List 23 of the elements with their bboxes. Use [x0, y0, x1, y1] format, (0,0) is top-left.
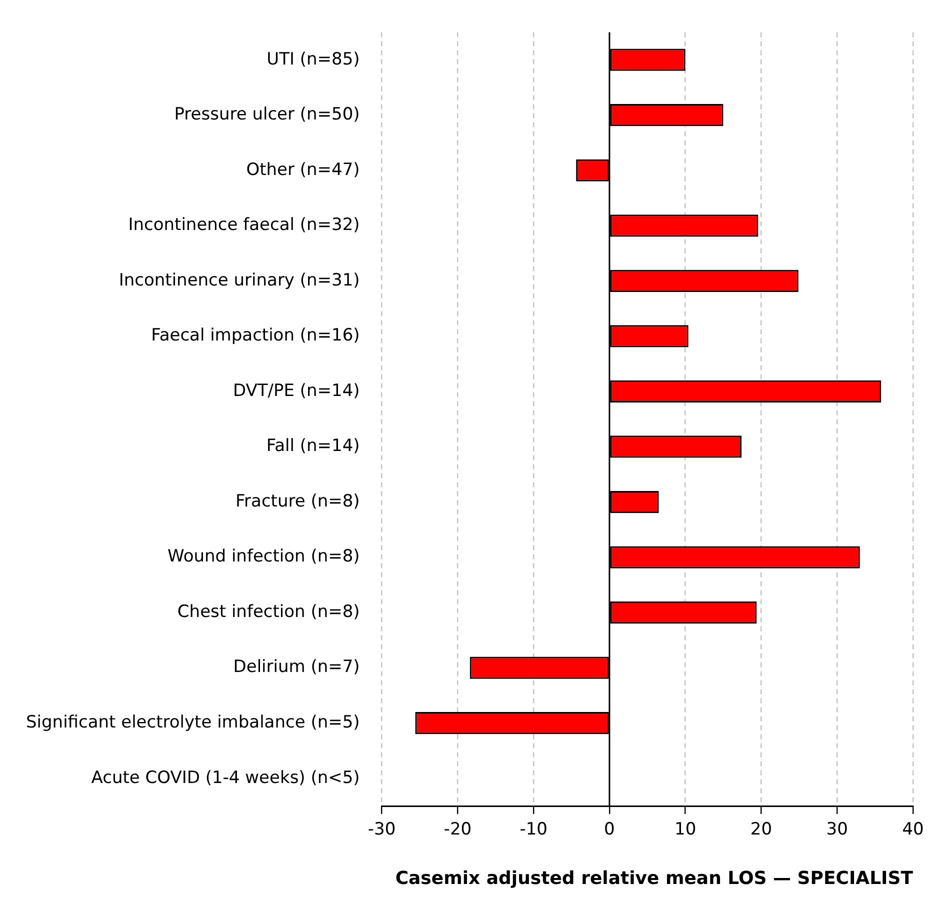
y-tick-label: Acute COVID (1-4 weeks) (n<5): [91, 768, 360, 788]
y-tick-label: Faecal impaction (n=16): [151, 326, 360, 346]
x-tick-label: 40: [902, 820, 924, 840]
y-tick-label: Wound infection (n=8): [168, 546, 360, 567]
y-tick-label: Significant electrolyte imbalance (n=5): [26, 712, 360, 733]
y-tick-label: Incontinence urinary (n=31): [118, 270, 360, 290]
x-tick-label: -10: [520, 820, 548, 840]
x-tick-label: 30: [826, 820, 848, 840]
x-tick-label: -30: [368, 820, 396, 840]
x-tick-label: -20: [444, 820, 472, 840]
y-tick-label: Fracture (n=8): [236, 491, 360, 512]
y-tick-label: Other (n=47): [246, 160, 360, 180]
y-tick-label: UTI (n=85): [266, 49, 360, 70]
x-tick-label: 0: [604, 820, 615, 840]
y-tick-label: Chest infection (n=8): [177, 602, 360, 622]
y-tick-label: Fall (n=14): [266, 436, 360, 456]
x-axis-title: Casemix adjusted relative mean LOS — SPECIALIST: [395, 868, 914, 889]
x-tick-label: 20: [750, 820, 772, 840]
y-tick-label: DVT/PE (n=14): [232, 380, 360, 401]
y-tick-label: Pressure ulcer (n=50): [174, 104, 360, 125]
y-tick-label: Incontinence faecal (n=32): [128, 215, 360, 236]
x-tick-label: 10: [674, 820, 696, 840]
y-tick-label: Delirium (n=7): [233, 657, 360, 678]
